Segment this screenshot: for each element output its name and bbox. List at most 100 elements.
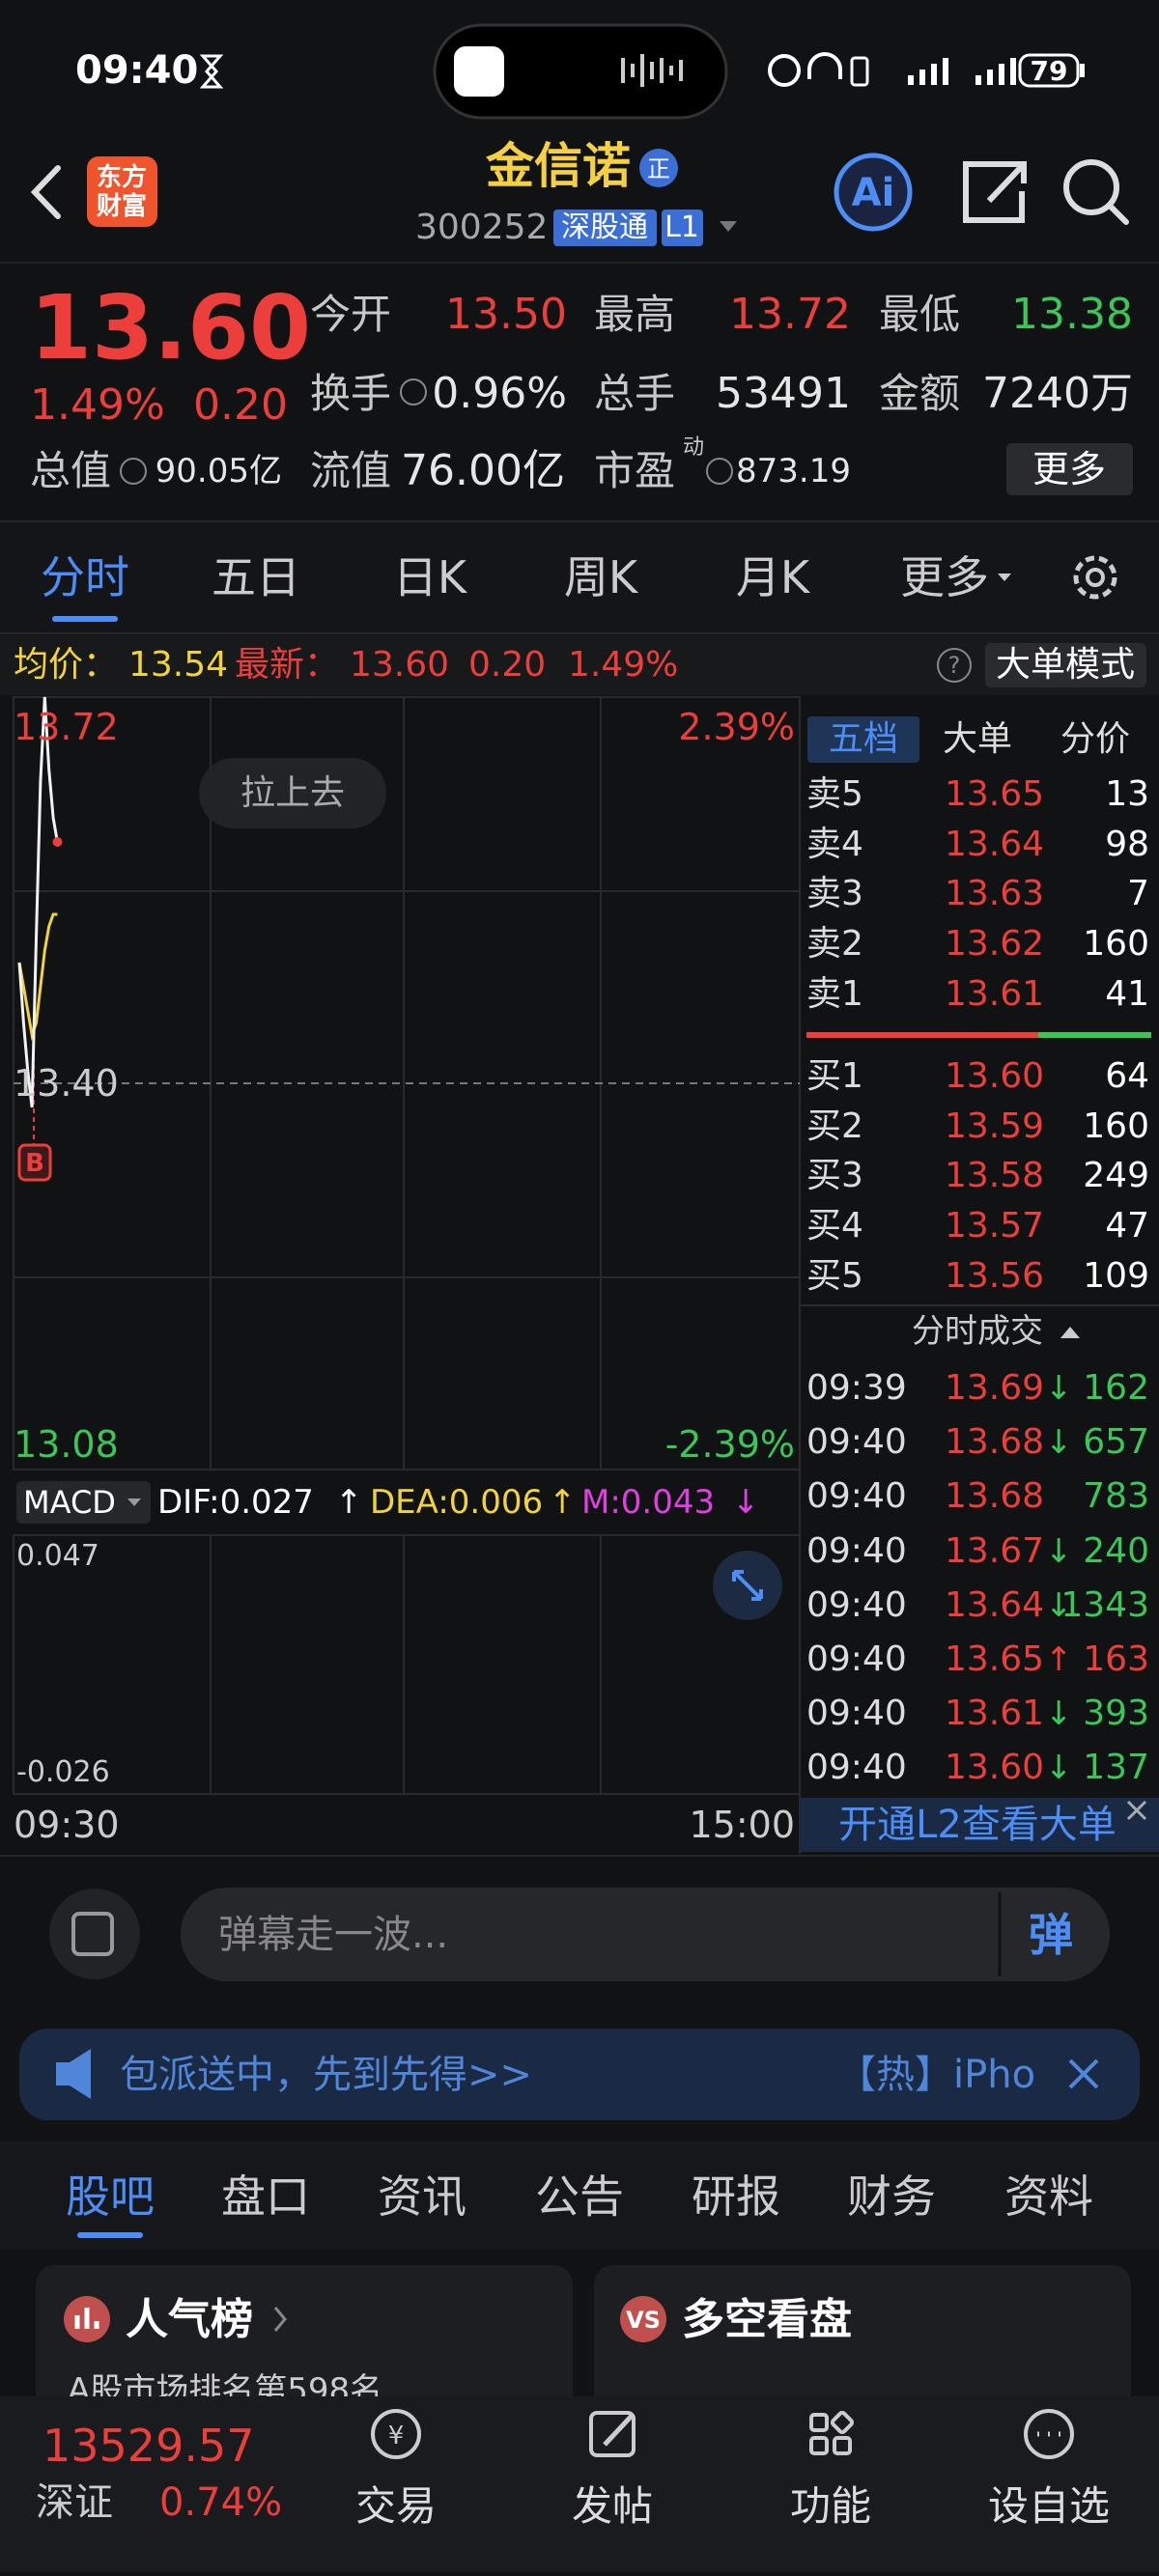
help-icon[interactable]: [937, 648, 972, 683]
mode-button[interactable]: 大单模式: [995, 645, 1136, 685]
speaker-icon: [56, 2049, 91, 2099]
alarm-icon: [768, 54, 801, 87]
nav-item[interactable]: 设自选: [987, 2482, 1111, 2530]
info-icon[interactable]: [400, 378, 427, 406]
avg-label: 均价：: [14, 645, 119, 685]
search-button[interactable]: [1063, 159, 1119, 215]
comment-settings[interactable]: [49, 1889, 140, 1979]
book-volume: 109: [1083, 1255, 1149, 1296]
book-price: 13.64: [945, 824, 1045, 864]
macd-dif: DIF:0.027: [157, 1483, 314, 1522]
trade-time: 09:40: [806, 1748, 907, 1788]
book-tab[interactable]: 五档: [828, 719, 899, 759]
nav-item[interactable]: 发帖: [571, 2482, 654, 2530]
trade-direction: ↓: [1045, 1423, 1073, 1463]
macd-selector[interactable]: MACD: [23, 1484, 116, 1521]
info-icon[interactable]: [120, 458, 147, 485]
info-icon[interactable]: [706, 458, 733, 485]
comment-placeholder[interactable]: 弹幕走一波...: [218, 1913, 449, 1957]
ai-label[interactable]: Ai: [851, 171, 895, 215]
function-icon[interactable]: [809, 2410, 855, 2455]
change: 0.20: [193, 380, 288, 430]
stock-name: 金信诺: [486, 138, 631, 194]
collapse-arrow[interactable]: [1060, 1327, 1080, 1338]
watchlist-icon[interactable]: [1024, 2409, 1074, 2459]
banner[interactable]: [19, 2029, 1140, 2120]
trade-price: 13.60: [945, 1748, 1045, 1788]
back-button[interactable]: [30, 165, 61, 219]
last-label: 最新：: [235, 645, 340, 685]
hint-pill: [199, 758, 386, 828]
trade-time: 09:40: [806, 1422, 907, 1463]
danmaku-button[interactable]: 弹: [1029, 1909, 1073, 1961]
settings-button[interactable]: [1073, 555, 1117, 600]
trade-price: 13.64: [945, 1584, 1045, 1625]
currency-glyph: ¥: [388, 2422, 405, 2450]
app-logo: [87, 156, 157, 227]
macd-selector[interactable]: [16, 1481, 151, 1524]
index-name: 深证: [36, 2480, 113, 2525]
more-button[interactable]: 更多: [1032, 448, 1107, 490]
book-price: 13.57: [945, 1206, 1045, 1246]
post-icon[interactable]: [589, 2411, 636, 2457]
trade-direction: ↓: [1045, 1694, 1073, 1734]
book-tab[interactable]: 大单: [942, 719, 1013, 759]
l2-promo[interactable]: 开通L2查看大单: [838, 1803, 1117, 1847]
stat-value: 873.19: [736, 452, 851, 490]
section-tab[interactable]: 财务: [847, 2170, 936, 2223]
nav-item[interactable]: 功能: [789, 2482, 872, 2530]
last-point: [52, 837, 63, 847]
time-axis-label: 15:00: [689, 1804, 795, 1846]
trade-time: 09:40: [806, 1639, 907, 1679]
section-tab[interactable]: 资料: [1004, 2170, 1093, 2223]
ai-button[interactable]: [834, 153, 913, 232]
macd-arrow: ↑: [335, 1483, 363, 1522]
chart-tab[interactable]: 更多: [900, 551, 989, 603]
avg-price-line: [17, 912, 58, 1041]
trade-icon[interactable]: [371, 2409, 421, 2459]
book-tab[interactable]: 分价: [1060, 719, 1131, 759]
tab-indicator: [52, 616, 118, 622]
section-tab[interactable]: 研报: [692, 2170, 780, 2223]
settings-center: [1086, 568, 1105, 587]
banner-text[interactable]: 包派送中，先到先得>>: [120, 2053, 533, 2097]
section-tab[interactable]: 股吧: [66, 2170, 155, 2223]
trade-time: 09:40: [806, 1584, 907, 1625]
nav-item[interactable]: 交易: [354, 2482, 438, 2530]
pct-axis-label: 2.39%: [678, 706, 795, 748]
chart-tab[interactable]: 周K: [563, 551, 638, 603]
app-icon: [454, 46, 504, 97]
chart-tab[interactable]: 月K: [735, 551, 810, 603]
section-tab[interactable]: 资讯: [378, 2170, 466, 2223]
l2-promo-bg[interactable]: [800, 1798, 1159, 1852]
trade-volume: 393: [1083, 1694, 1149, 1734]
close-promo[interactable]: [1126, 1800, 1147, 1821]
battery-tip: [1080, 64, 1085, 77]
tab-indicator: [77, 2232, 143, 2238]
section-tab[interactable]: 盘口: [221, 2170, 310, 2223]
book-level: 卖4: [806, 824, 863, 864]
help-glyph: ?: [948, 652, 961, 679]
stat-superscript: 动: [683, 435, 705, 460]
comment-input[interactable]: [181, 1888, 1110, 1981]
chart-tab[interactable]: 五日: [212, 551, 300, 603]
chart-tab[interactable]: 日K: [392, 551, 467, 603]
signal-4g: [975, 58, 1016, 85]
card-title: 多空看盘: [682, 2295, 852, 2344]
chart-tab[interactable]: 分时: [41, 551, 129, 603]
dynamic-island: [433, 23, 728, 120]
ask-strength: [806, 1032, 1038, 1038]
banner-tag[interactable]: 【热】iPho: [837, 2053, 1036, 2097]
more-button[interactable]: [1006, 443, 1133, 495]
share-button[interactable]: [963, 161, 1027, 223]
mode-button[interactable]: [985, 643, 1146, 687]
book-volume: 47: [1105, 1206, 1149, 1246]
trade-volume: 137: [1083, 1748, 1149, 1788]
trade-volume: 657: [1083, 1422, 1149, 1463]
section-tab[interactable]: 公告: [535, 2170, 624, 2223]
dropdown-arrow[interactable]: [720, 221, 737, 232]
last-price: 13.60: [30, 276, 312, 379]
price-axis-label: 13.40: [14, 1062, 119, 1105]
trade-price: 13.68: [945, 1476, 1045, 1517]
close-banner[interactable]: [1068, 2058, 1099, 2089]
